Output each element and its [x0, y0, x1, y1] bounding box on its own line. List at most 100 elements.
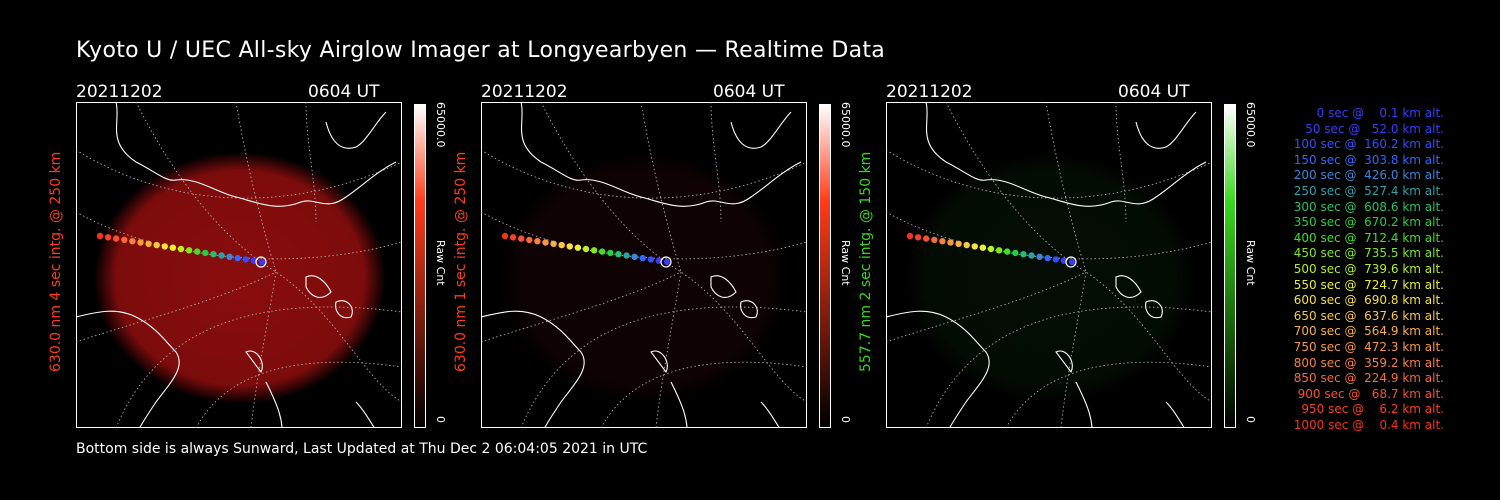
trajectory-point: [987, 245, 995, 253]
trajectory-point: [558, 241, 565, 249]
trajectory-point: [1068, 258, 1076, 266]
panel-ylabel: 630.0 nm 1 sec intg. @ 250 km: [453, 151, 469, 372]
trajectory-point: [161, 243, 168, 250]
airglow-field: [499, 152, 791, 404]
trajectory-point: [566, 243, 573, 250]
trajectory-point: [947, 239, 954, 246]
coastline: [76, 102, 397, 428]
trajectory-point: [202, 249, 209, 257]
station-marker: [1065, 256, 1077, 268]
legend-entry: 150 sec @ 303.8 km alt.: [1289, 152, 1444, 167]
imager-panel-3: 20211202 0604 UT 557.7 nm 2 sec intg. @ …: [858, 82, 1258, 432]
trajectory-point: [939, 238, 946, 245]
trajectory-point: [906, 232, 914, 240]
allsky-map: [886, 102, 1212, 428]
satellite-trajectory: [501, 232, 671, 266]
trajectory-point: [647, 256, 654, 263]
coastline: [886, 102, 1207, 428]
legend-entry: 650 sec @ 637.6 km alt.: [1289, 308, 1444, 323]
trajectory-point: [542, 239, 549, 246]
trajectory-point: [509, 234, 517, 241]
imager-panel-2: 20211202 0604 UT 630.0 nm 1 sec intg. @ …: [453, 82, 853, 432]
grid-lines: [886, 102, 1212, 428]
legend-entry: 450 sec @ 735.5 km alt.: [1289, 246, 1444, 261]
colorbar-max: 65000.0: [1244, 102, 1257, 148]
legend-entry: 100 sec @ 160.2 km alt.: [1289, 137, 1444, 152]
legend-entry: 250 sec @ 527.4 km alt.: [1289, 183, 1444, 198]
colorbar-min: 0: [1244, 416, 1257, 423]
trajectory-point: [663, 258, 671, 266]
trajectory-point: [995, 247, 1003, 254]
airglow-field: [904, 152, 1196, 404]
legend-entry: 300 sec @ 608.6 km alt.: [1289, 199, 1444, 214]
legend-entry: 850 sec @ 224.9 km alt.: [1289, 371, 1444, 386]
trajectory-point: [623, 252, 630, 259]
legend-entry: 550 sec @ 724.7 km alt.: [1289, 277, 1444, 292]
trajectory-point: [258, 258, 266, 266]
trajectory-point: [129, 238, 136, 245]
legend-entry: 750 sec @ 472.3 km alt.: [1289, 339, 1444, 354]
allsky-map: [76, 102, 402, 428]
legend-entry: 1000 sec @ 0.4 km alt.: [1293, 417, 1444, 432]
legend-entry: 800 sec @ 359.2 km alt.: [1289, 355, 1444, 370]
trajectory-point: [169, 244, 177, 251]
trajectory-point: [145, 240, 152, 247]
trajectory-point: [1004, 248, 1011, 255]
trajectory-point: [526, 236, 533, 244]
trajectory-point: [121, 236, 128, 244]
trajectory-point: [177, 245, 185, 253]
trajectory-point: [501, 232, 509, 240]
trajectory-point: [639, 254, 646, 262]
trajectory-point: [185, 247, 193, 254]
colorbar-label: Raw Cnt: [1244, 240, 1257, 286]
colorbar-label: Raw Cnt: [839, 240, 852, 286]
trajectory-point: [234, 254, 241, 262]
legend-entry: 50 sec @ 52.0 km alt.: [1297, 121, 1444, 136]
legend-entry: 200 sec @ 426.0 km alt.: [1289, 168, 1444, 183]
trajectory-point: [1028, 252, 1035, 259]
footer-status: Bottom side is always Sunward, Last Upda…: [76, 441, 648, 457]
trajectory-point: [137, 239, 144, 246]
trajectory-point: [1012, 249, 1019, 257]
trajectory-point: [1044, 254, 1051, 262]
legend-entry: 900 sec @ 68.7 km alt.: [1293, 386, 1444, 401]
satellite-trajectory: [906, 232, 1076, 266]
coastline: [481, 102, 802, 428]
panel-time: 0604 UT: [1118, 82, 1190, 102]
trajectory-point: [113, 235, 120, 242]
trajectory-point: [582, 245, 590, 253]
trajectory-point: [1036, 253, 1043, 260]
trajectory-point: [96, 232, 104, 240]
page-title: Kyoto U / UEC All-sky Airglow Imager at …: [76, 38, 886, 63]
colorbar: [414, 104, 426, 428]
trajectory-point: [518, 235, 525, 242]
trajectory-point: [242, 256, 249, 263]
legend-entry: 950 sec @ 6.2 km alt.: [1297, 402, 1444, 417]
legend-entry: 500 sec @ 739.6 km alt.: [1289, 261, 1444, 276]
trajectory-point: [615, 251, 622, 258]
legend-entry: 0 sec @ 0.1 km alt.: [1305, 106, 1444, 120]
trajectory-point: [631, 253, 638, 260]
airglow-field: [94, 152, 386, 404]
trajectory-point: [599, 248, 606, 255]
allsky-map: [481, 102, 807, 428]
panel-ylabel: 630.0 nm 4 sec intg. @ 250 km: [48, 151, 64, 372]
station-marker: [255, 256, 267, 268]
legend-entry: 600 sec @ 690.8 km alt.: [1289, 293, 1444, 308]
legend-entry: 350 sec @ 670.2 km alt.: [1289, 215, 1444, 230]
trajectory-point: [955, 240, 962, 247]
trajectory-point: [931, 236, 938, 244]
trajectory-point: [574, 244, 582, 251]
trajectory-point: [1052, 256, 1059, 263]
trajectory-point: [218, 252, 225, 259]
panel-ylabel: 557.7 nm 2 sec intg. @ 150 km: [858, 151, 874, 372]
satellite-trajectory: [96, 232, 266, 266]
trajectory-point: [914, 234, 922, 241]
trajectory-point: [534, 238, 541, 245]
legend-entry: 700 sec @ 564.9 km alt.: [1289, 324, 1444, 339]
imager-panel-1: 20211202 0604 UT 630.0 nm 4 sec intg. @ …: [48, 82, 448, 432]
trajectory-point: [194, 248, 201, 255]
trajectory-point: [210, 251, 217, 258]
panel-date: 20211202: [76, 82, 163, 102]
trajectory-point: [153, 241, 160, 249]
